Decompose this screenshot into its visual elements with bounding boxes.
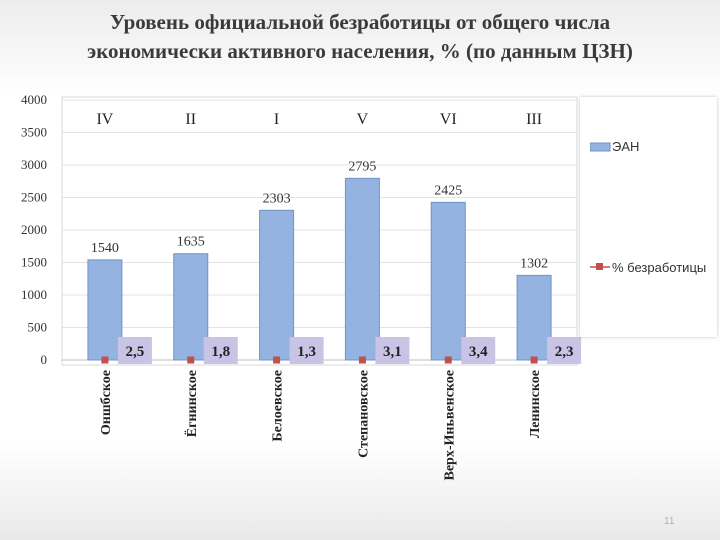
roman-label-1: II <box>185 111 196 128</box>
category-label-2: Белоевское <box>271 370 286 442</box>
percent-marker-0 <box>101 356 109 364</box>
percent-markers: 2,5 1,8 1,3 3,1 3,4 2,3 <box>101 337 582 364</box>
y-tick-label-3: 1500 <box>21 255 47 270</box>
y-tick-label-0: 0 <box>41 352 48 367</box>
legend-item-bar: ЭАН <box>590 139 639 154</box>
legend-label-bar: ЭАН <box>612 139 640 154</box>
legend: ЭАН % безработицы <box>580 97 717 337</box>
chart-title-line-1: Уровень официальной безработицы от общег… <box>109 10 611 34</box>
percent-label-2: 1,3 <box>297 344 316 360</box>
y-tick-label-6: 3000 <box>21 157 47 172</box>
y-tick-label-5: 2500 <box>21 190 47 205</box>
percent-marker-5 <box>530 356 538 364</box>
data-labels: 1540 1635 2303 2795 2425 1302 <box>91 159 548 271</box>
chart-title: Уровень официальной безработицы от общег… <box>0 8 720 66</box>
legend-item-marker: % безработицы <box>590 260 707 275</box>
y-tick-label-4: 2000 <box>21 222 47 237</box>
bar-2 <box>259 209 295 361</box>
bar-5 <box>516 274 552 361</box>
bar-1 <box>173 253 209 361</box>
bars <box>87 177 552 361</box>
bar-value-label-2: 2303 <box>263 191 291 206</box>
percent-marker-2 <box>273 356 281 364</box>
percent-label-3: 3,1 <box>383 344 402 360</box>
percent-marker-1 <box>187 356 195 364</box>
bar-value-label-3: 2795 <box>348 159 376 174</box>
roman-label-0: IV <box>96 111 113 128</box>
bar-0 <box>87 259 123 361</box>
percent-label-box-2 <box>289 337 324 364</box>
legend-label-marker: % безработицы <box>612 260 707 275</box>
bar-value-label-4: 2425 <box>434 183 462 198</box>
y-tick-label-8: 4000 <box>21 92 47 107</box>
legend-bar-swatch <box>590 142 611 152</box>
roman-label-4: VI <box>440 111 457 128</box>
y-tick-label-7: 3500 <box>21 125 47 140</box>
x-axis-categories: Оншбское Ёгнинское Белоевское Степановское В… <box>99 370 543 481</box>
percent-label-box-0 <box>117 337 152 364</box>
y-tick-label-1: 500 <box>28 320 48 335</box>
percent-label-box-3 <box>375 337 410 364</box>
page-number: 11 <box>664 516 675 527</box>
category-label-0: Оншбское <box>99 370 114 435</box>
category-label-3: Степановское <box>356 370 371 458</box>
roman-labels: IV II I V VI III <box>96 111 542 128</box>
bar-value-label-1: 1635 <box>177 235 205 250</box>
y-tick-label-2: 1000 <box>21 287 47 302</box>
bar-3 <box>344 177 380 361</box>
y-axis-ticks: 0 500 1000 1500 2000 2500 3000 3500 4000 <box>21 92 47 367</box>
percent-label-0: 2,5 <box>126 344 145 360</box>
plot-area <box>61 96 578 366</box>
percent-label-box-1 <box>203 337 238 364</box>
percent-label-box-5 <box>547 337 582 364</box>
percent-label-4: 3,4 <box>469 344 488 360</box>
bar-4 <box>430 201 466 361</box>
roman-label-2: I <box>274 111 279 128</box>
legend-marker-swatch <box>590 263 610 270</box>
percent-marker-4 <box>444 356 452 364</box>
category-label-4: Верх-Иньвенское <box>442 370 457 481</box>
chart-title-line-2: экономически активного населения, % (по … <box>87 39 633 63</box>
bar-value-label-0: 1540 <box>91 241 119 256</box>
percent-marker-3 <box>358 356 366 364</box>
percent-label-box-4 <box>461 337 496 364</box>
percent-label-5: 2,3 <box>555 344 574 360</box>
bar-value-label-5: 1302 <box>520 256 548 271</box>
percent-label-1: 1,8 <box>211 344 230 360</box>
roman-label-5: III <box>526 111 542 128</box>
roman-label-3: V <box>357 111 369 128</box>
category-label-1: Ёгнинское <box>184 370 200 437</box>
category-label-5: Ленинское <box>528 370 543 438</box>
